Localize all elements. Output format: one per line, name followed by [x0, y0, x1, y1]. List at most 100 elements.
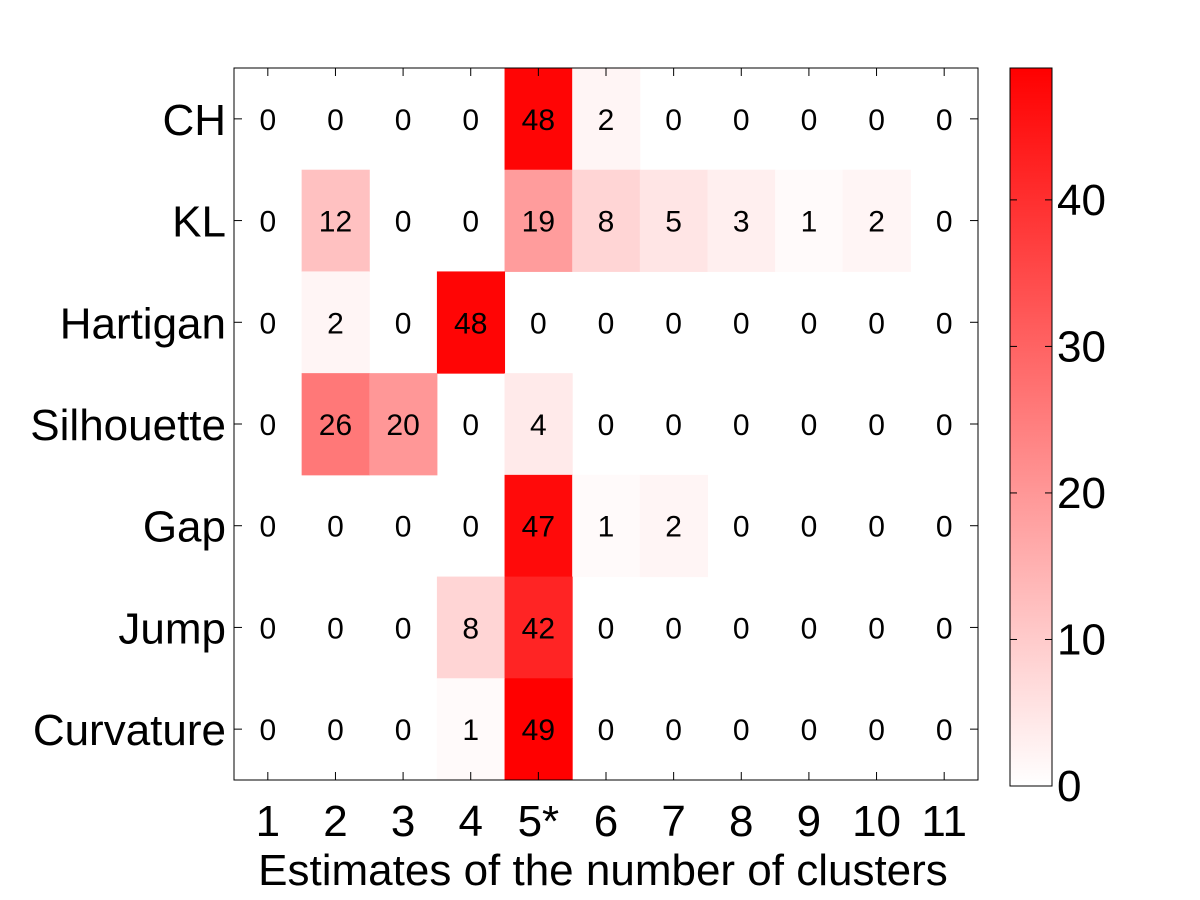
cell-value-label: 1 — [801, 206, 818, 239]
y-tick-label: Hartigan — [60, 299, 226, 348]
cell-value-label: 0 — [733, 307, 750, 340]
cell-value-label: 0 — [395, 104, 412, 137]
cell-value-label: 0 — [395, 206, 412, 239]
heatmap-cell — [504, 474, 573, 578]
cell-values: 0 0 0 0 48 2 0 0 0 0 00 12 0 0 19 8 5 3 1 2 00 2 0 48 0 0 0 0 0 0 00 26… — [259, 104, 952, 747]
heatmap-cell — [572, 68, 641, 171]
cell-value-label: 12 — [319, 206, 352, 239]
cell-value-label: 0 — [395, 714, 412, 747]
cell-value-label: 0 — [868, 104, 885, 137]
colorbar-tick-label: 20 — [1057, 469, 1106, 518]
cell-value-label: 0 — [936, 511, 953, 544]
heatmap-cell — [436, 576, 506, 679]
cell-value-label: 0 — [530, 307, 547, 340]
heatmap-cell — [436, 271, 506, 374]
colorbar-tick-label: 30 — [1057, 322, 1106, 371]
x-tick-label: 9 — [797, 797, 821, 846]
heatmap-cell — [639, 169, 708, 272]
heatmap-cell — [572, 169, 641, 272]
x-tick-label: 11 — [921, 797, 967, 846]
cell-value-label: 48 — [522, 104, 555, 137]
cell-value-label: 3 — [733, 206, 750, 239]
cell-value-label: 5 — [665, 206, 682, 239]
cell-value-label: 0 — [259, 612, 276, 645]
cell-value-label: 0 — [868, 612, 885, 645]
cell-value-label: 0 — [259, 307, 276, 340]
heatmap-cell — [707, 169, 776, 272]
cell-value-label: 0 — [327, 104, 344, 137]
cell-value-label: 0 — [868, 714, 885, 747]
heatmap-cell — [436, 678, 506, 781]
cell-value-label: 0 — [259, 511, 276, 544]
heatmap-cell — [775, 169, 844, 272]
cell-value-label: 0 — [462, 409, 479, 442]
axis-ticks — [234, 68, 978, 780]
x-tick-label: 8 — [729, 797, 753, 846]
cell-value-label: 0 — [259, 714, 276, 747]
y-tick-label: Curvature — [33, 706, 226, 755]
y-tick-label: Jump — [118, 604, 226, 653]
cell-value-label: 0 — [936, 612, 953, 645]
heatmap-cell — [504, 68, 573, 171]
cell-value-label: 0 — [395, 612, 412, 645]
cell-value-label: 0 — [868, 511, 885, 544]
cell-value-label: 1 — [462, 714, 479, 747]
cell-value-label: 0 — [327, 612, 344, 645]
x-tick-label: 7 — [661, 797, 685, 846]
heatmap-cell — [572, 474, 641, 578]
cell-value-label: 2 — [327, 307, 344, 340]
cell-value-label: 1 — [598, 511, 615, 544]
cell-value-label: 0 — [733, 612, 750, 645]
heatmap-cell — [504, 576, 573, 679]
cell-value-label: 0 — [733, 511, 750, 544]
cell-value-label: 2 — [598, 104, 615, 137]
heatmap-cells — [301, 68, 911, 781]
heatmap-cell — [504, 373, 573, 476]
cell-value-label: 0 — [801, 104, 818, 137]
colorbar-tick-label: 40 — [1057, 176, 1106, 225]
cell-value-label: 4 — [530, 409, 547, 442]
cell-value-label: 8 — [462, 612, 479, 645]
cell-value-label: 0 — [598, 714, 615, 747]
cell-value-label: 0 — [801, 307, 818, 340]
cell-value-label: 0 — [868, 409, 885, 442]
heatmap-cell — [301, 271, 370, 374]
heatmap-cell — [639, 474, 708, 578]
colorbar-tick-label: 0 — [1057, 762, 1081, 811]
heatmap-cell — [504, 678, 573, 781]
x-tick-label: 5* — [518, 797, 560, 846]
cell-value-label: 0 — [936, 409, 953, 442]
cell-value-label: 0 — [936, 104, 953, 137]
x-tick-label: 2 — [323, 797, 347, 846]
cell-value-label: 0 — [598, 409, 615, 442]
cell-value-label: 20 — [386, 409, 419, 442]
cell-value-label: 2 — [868, 206, 885, 239]
cell-value-label: 19 — [522, 206, 555, 239]
cell-value-label: 0 — [462, 104, 479, 137]
y-tick-label: CH — [162, 96, 226, 145]
cell-value-label: 42 — [522, 612, 555, 645]
cell-value-label: 0 — [665, 409, 682, 442]
x-tick-label: 4 — [458, 797, 482, 846]
y-tick-labels: CH KL Hartigan Silhouette Gap Jump Curvature — [30, 96, 226, 755]
cell-value-label: 0 — [801, 714, 818, 747]
cell-value-label: 0 — [395, 511, 412, 544]
cell-value-label: 0 — [665, 714, 682, 747]
cell-value-label: 0 — [665, 104, 682, 137]
cell-value-label: 0 — [665, 307, 682, 340]
cell-value-label: 0 — [327, 511, 344, 544]
cell-value-label: 0 — [259, 206, 276, 239]
cell-value-label: 0 — [598, 307, 615, 340]
y-tick-label: Silhouette — [30, 401, 226, 450]
x-axis-label: Estimates of the number of clusters — [258, 846, 948, 895]
x-tick-label: 10 — [852, 797, 901, 846]
cell-value-label: 26 — [319, 409, 352, 442]
cell-value-label: 0 — [733, 714, 750, 747]
cell-value-label: 0 — [733, 409, 750, 442]
x-tick-label: 1 — [256, 797, 280, 846]
heatmap-cell — [301, 373, 370, 476]
heatmap-cell — [842, 169, 911, 272]
heatmap-cell — [504, 169, 573, 272]
colorbar — [1009, 67, 1053, 787]
